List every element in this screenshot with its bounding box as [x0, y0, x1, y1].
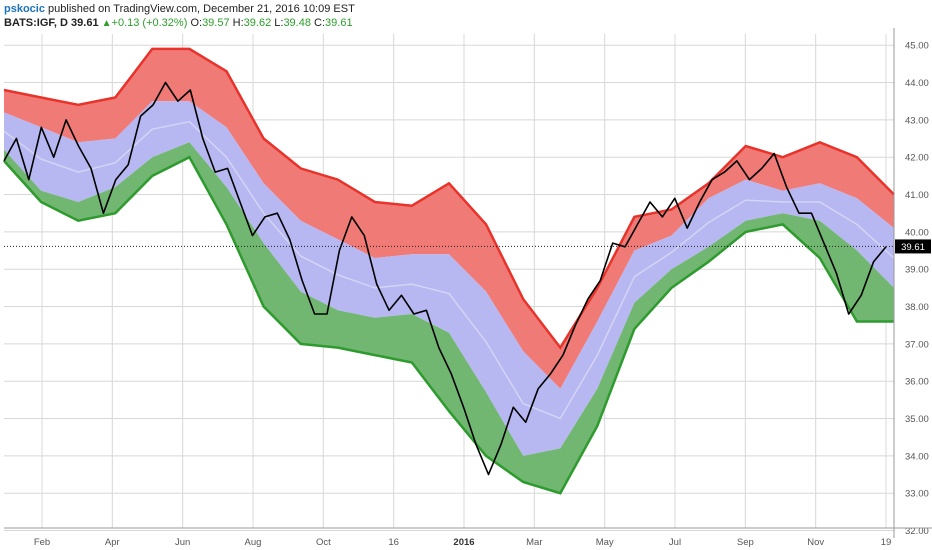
up-arrow-icon: ▲: [101, 18, 112, 29]
x-tick-label: Nov: [807, 537, 824, 548]
y-tick-label: 32.00: [905, 526, 929, 537]
price-line: [3, 81, 887, 476]
x-tick-label: Feb: [34, 537, 50, 548]
x-tick-label: Aug: [245, 537, 262, 548]
middle-band-fill: [4, 101, 894, 456]
y-tick-label: 41.00: [905, 190, 929, 201]
low-label: L:: [274, 17, 284, 29]
open-value: 39.57: [202, 17, 230, 29]
x-tick-label: Jun: [175, 537, 190, 548]
y-tick-label: 36.00: [905, 377, 929, 388]
price-tag-label: 39.61: [901, 242, 925, 253]
price-change: +0.13 (+0.32%): [111, 17, 188, 29]
upper-band-fill: [4, 48, 894, 389]
x-tick-label: Oct: [316, 537, 331, 548]
y-tick-label: 43.00: [905, 115, 929, 126]
middle-band-line: [3, 120, 895, 420]
x-tick-label: Apr: [105, 537, 120, 548]
x-tick-label: 2016: [453, 537, 474, 548]
y-tick-label: 42.00: [905, 153, 929, 164]
price-tag-box: [895, 239, 931, 254]
x-tick-label: 16: [388, 537, 399, 548]
y-tick-label: 39.00: [905, 265, 929, 276]
y-tick-label: 45.00: [905, 41, 929, 52]
bands: [3, 47, 895, 495]
price-series: [3, 81, 894, 476]
x-tick-label: May: [596, 537, 614, 548]
publish-line: pskocic published on TradingView.com, De…: [4, 3, 355, 15]
ohlc-line: BATS:IGF, D 39.61 ▲+0.13 (+0.32%) O:39.5…: [4, 17, 353, 29]
x-tick-label: Jul: [669, 537, 681, 548]
y-tick-label: 35.00: [905, 414, 929, 425]
lower-band-line: [3, 155, 894, 495]
author-link[interactable]: pskocic: [4, 3, 45, 15]
y-tick-label: 37.00: [905, 339, 929, 350]
axes: 32.00 33.00 34.00 35.00 36.00 37.00 38.00 39.00…: [4, 28, 932, 548]
y-tick-label: 44.00: [905, 78, 929, 89]
symbol-label: BATS:IGF, D: [4, 17, 68, 29]
published-text: published on TradingView.com, December 2…: [48, 3, 355, 15]
upper-band-line: [3, 47, 895, 350]
y-tick-label: 34.00: [905, 451, 929, 462]
y-tick-label: 38.00: [905, 302, 929, 313]
x-tick-label: Mar: [526, 537, 542, 548]
high-label: H:: [232, 17, 244, 29]
y-tick-label: 40.00: [905, 227, 929, 238]
close-label: C:: [314, 17, 326, 29]
x-tick-label: 19: [881, 537, 892, 548]
open-label: O:: [190, 17, 203, 29]
low-value: 39.48: [283, 17, 311, 29]
close-value: 39.61: [325, 17, 353, 29]
x-tick-label: Sep: [737, 537, 754, 548]
high-value: 39.62: [243, 17, 272, 29]
last-price: 39.61: [71, 17, 99, 29]
y-tick-label: 33.00: [905, 489, 929, 500]
